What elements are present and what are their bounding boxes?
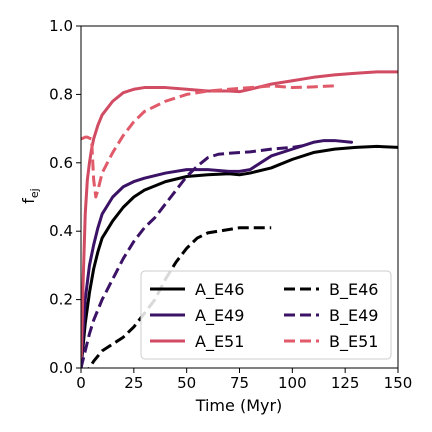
x-tick-label: 100 (278, 374, 307, 392)
x-tick-label: 0 (76, 374, 86, 392)
axis-ticks: 0 25 50 75 100 125 150 0.0 0.2 0.4 0.6 0.8 1.0 (49, 17, 412, 392)
series-line-b-e49 (81, 144, 304, 368)
legend-label: A_E49 (195, 306, 244, 326)
legend: A_E46 A_E49 A_E51 B_E46 B_E49 B_E51 (140, 270, 392, 360)
series-line-a-e46 (81, 144, 398, 368)
x-tick-label: 25 (124, 374, 143, 392)
series-group (81, 70, 398, 368)
y-tick-label: 0.4 (49, 222, 73, 240)
series-line-a-e51 (81, 70, 398, 368)
x-axis-label: Time (Myr) (195, 396, 283, 415)
y-tick-label: 0.6 (49, 154, 73, 172)
plot-lines (81, 70, 398, 368)
y-tick-label: 0.0 (49, 359, 73, 377)
legend-label: A_E46 (195, 280, 244, 300)
x-tick-label: 75 (230, 374, 249, 392)
series-line-b-e51 (81, 84, 335, 199)
series-line-b-e46 (87, 226, 272, 368)
legend-label: B_E49 (329, 306, 378, 326)
legend-label: B_E46 (329, 280, 378, 300)
legend-label: A_E51 (195, 332, 244, 352)
y-axis-label: fej (19, 188, 41, 203)
y-axis-label-main: f (19, 198, 38, 204)
x-tick-label: 125 (331, 374, 360, 392)
y-tick-label: 1.0 (49, 17, 73, 35)
y-tick-label: 0.8 (49, 85, 73, 103)
y-tick-label: 0.2 (49, 291, 73, 309)
x-tick-label: 150 (384, 374, 413, 392)
x-tick-label: 50 (177, 374, 196, 392)
legend-label: B_E51 (329, 332, 378, 352)
y-axis-label-subscript: ej (28, 188, 41, 198)
plot-frame (80, 25, 399, 369)
legend-box (140, 270, 392, 360)
